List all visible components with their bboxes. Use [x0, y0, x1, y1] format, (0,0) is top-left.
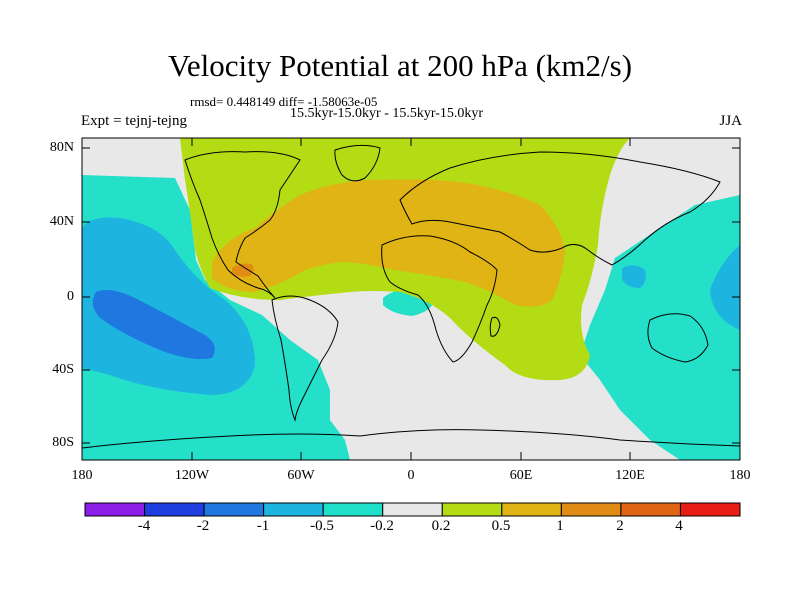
lon-label-120e: 120E: [615, 468, 645, 483]
contour-fields: [82, 138, 740, 460]
coastlines: [81, 144, 741, 449]
lat-label-80n: 80N: [49, 140, 74, 155]
axis-ticks: [81, 138, 741, 460]
stats-line: rmsd= 0.448149 diff= -1.58063e-05: [190, 94, 378, 109]
colorbar-label-6: 0.2: [431, 518, 451, 534]
subtitle: 15.5kyr-15.0kyr - 15.5kyr-15.0kyr: [290, 106, 484, 121]
lon-label-120w: 120W: [174, 468, 210, 483]
chart-title: Velocity Potential at 200 hPa (km2/s): [167, 48, 633, 83]
colorbar-label-1: -4: [137, 518, 151, 534]
positive-region-orange: [232, 263, 254, 277]
colorbar-swatch-6: [382, 502, 443, 517]
coastline-north-america: [184, 151, 301, 299]
colorbar-swatch-10: [620, 502, 681, 517]
colorbar-label-2: -2: [196, 518, 210, 534]
positive-region-gold: [212, 179, 565, 307]
coastline-australia: [647, 313, 709, 363]
colorbar-label-9: 2: [616, 518, 624, 534]
lat-label-40s: 40S: [52, 362, 74, 377]
negative-region-blue-east: [710, 245, 740, 330]
coastline-eurasia: [399, 151, 721, 266]
colorbar-label-7: 0.5: [491, 518, 511, 534]
season-label: JJA: [719, 113, 742, 129]
lon-label-180e: 180: [729, 468, 751, 483]
coastline-antarctica: [81, 429, 741, 449]
colorbar-swatch-1: [84, 502, 146, 517]
coastline-madagascar: [489, 316, 501, 337]
coastline-greenland: [334, 144, 381, 182]
colorbar-label-10: 4: [675, 518, 683, 534]
lat-label-40n: 40N: [49, 214, 74, 229]
colorbar-swatch-7: [441, 502, 503, 517]
negative-region-blue-maritime: [622, 265, 646, 288]
colorbar-swatch-11: [679, 502, 741, 517]
lat-label-0: 0: [67, 289, 74, 304]
lon-label-180w: 180: [71, 468, 93, 483]
colorbar-swatch-2: [144, 502, 205, 517]
negative-region-west-pacific: [580, 195, 740, 460]
lat-label-80s: 80S: [52, 435, 74, 450]
negative-region-dark-blue: [92, 290, 215, 360]
lon-label-0: 0: [407, 468, 415, 483]
coastline-africa: [381, 235, 498, 363]
colorbar-label-4: -0.5: [310, 518, 334, 534]
colorbar-label-3: -1: [256, 518, 270, 534]
colorbar-label-5: -0.2: [370, 518, 394, 534]
lon-label-60w: 60W: [287, 468, 315, 483]
experiment-label: Expt = tejnj-tejng: [81, 113, 187, 129]
colorbar-swatch-3: [203, 502, 265, 517]
colorbar-swatch-9: [560, 502, 622, 517]
lon-label-60e: 60E: [509, 468, 533, 483]
colorbar-swatch-5: [322, 502, 384, 517]
colorbar-swatch-4: [263, 502, 324, 517]
coastline-south-america: [271, 295, 339, 422]
colorbar-swatch-8: [501, 502, 562, 517]
colorbar: [84, 502, 741, 517]
colorbar-label-8: 1: [556, 518, 564, 534]
